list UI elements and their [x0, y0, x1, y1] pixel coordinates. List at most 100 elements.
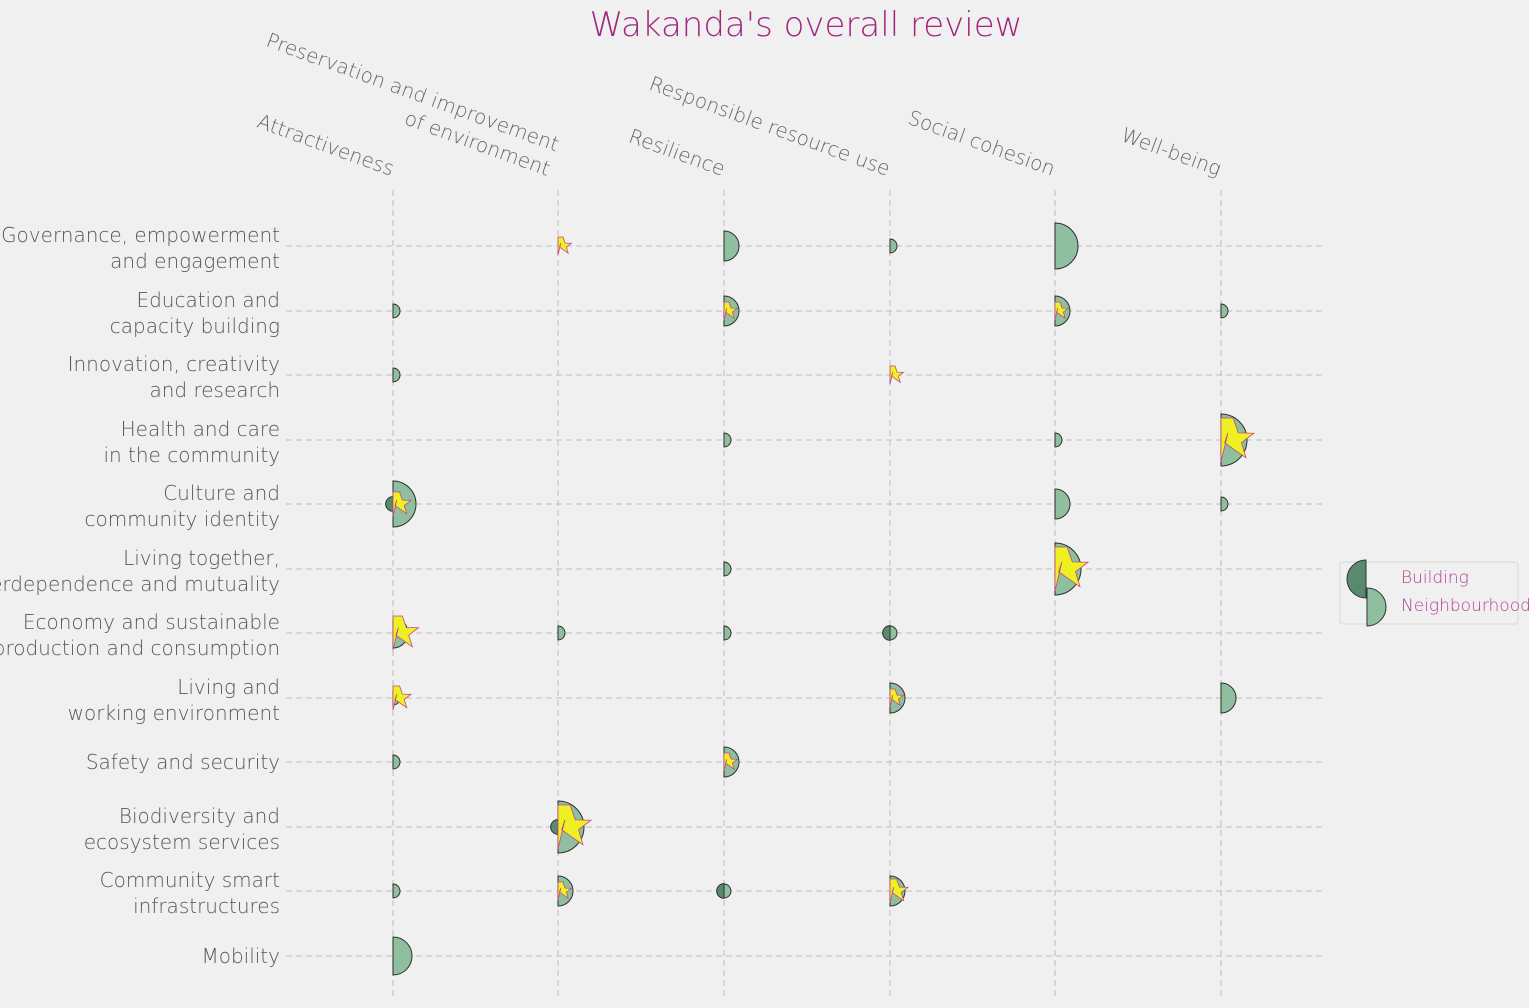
star-marker [392, 615, 420, 651]
column-label-line: Well-being [1118, 122, 1224, 180]
legend-neighbourhood-marker [1366, 587, 1387, 627]
data-markers [385, 222, 1256, 976]
data-point [723, 746, 740, 778]
star-marker [889, 878, 910, 904]
row-label-10: Community smart [100, 868, 280, 892]
data-point [723, 432, 732, 448]
column-label-line: Social cohesion [905, 105, 1059, 180]
data-point [889, 365, 905, 385]
data-point [1054, 222, 1079, 270]
data-point [723, 625, 732, 641]
star-marker [723, 752, 739, 772]
column-label-line: Attractiveness [254, 109, 397, 181]
data-point [716, 883, 732, 899]
row-label-9: Biodiversity and [119, 804, 280, 828]
data-point [1220, 303, 1229, 319]
star-marker [557, 881, 573, 901]
neighbourhood-half-marker [889, 238, 898, 254]
row-label-5: interdependence and mutuality [0, 572, 280, 596]
data-point [557, 875, 574, 907]
neighbourhood-half-marker [557, 625, 566, 641]
data-point [723, 295, 740, 327]
star-marker [392, 685, 413, 711]
neighbourhood-half-marker [392, 367, 401, 383]
data-point [385, 480, 417, 528]
legend-neighbourhood-label: Neighbourhood [1401, 596, 1529, 616]
row-label-2: and research [149, 378, 280, 402]
column-label-5: Well-being [1118, 122, 1224, 180]
data-point [1054, 295, 1071, 327]
legend: Building Neighbourhood [1339, 559, 1529, 627]
neighbourhood-half-marker [1054, 432, 1063, 448]
star-marker [1220, 417, 1256, 463]
row-label-6: production and consumption [0, 636, 280, 660]
row-label-3: in the community [103, 443, 280, 467]
row-label-10: infrastructures [133, 894, 280, 918]
star-marker [889, 365, 905, 385]
neighbourhood-half-marker [1220, 496, 1229, 512]
star-marker [557, 236, 573, 256]
legend-building-marker [1346, 559, 1367, 599]
column-label-1: Preservation and improvementof environme… [254, 28, 562, 181]
data-point [392, 936, 413, 976]
neighbourhood-half-marker [1220, 682, 1237, 714]
row-label-1: Education and [136, 288, 280, 312]
row-label-0: Governance, empowerment [1, 223, 280, 247]
data-point [392, 615, 420, 651]
neighbourhood-half-marker [723, 432, 732, 448]
neighbourhood-half-marker [723, 561, 732, 577]
column-label-2: Resilience [626, 124, 729, 181]
data-point [392, 303, 401, 319]
data-point [889, 875, 910, 907]
data-point [723, 230, 740, 262]
star-marker [557, 804, 593, 850]
data-point [1054, 542, 1090, 596]
building-half-marker [882, 625, 891, 641]
data-point [557, 625, 566, 641]
star-marker [1054, 301, 1070, 321]
data-point [392, 883, 401, 899]
star-marker [392, 491, 413, 517]
neighbourhood-half-marker [1220, 303, 1229, 319]
data-point [392, 685, 413, 711]
data-point [889, 682, 906, 714]
row-label-9: ecosystem services [84, 830, 280, 854]
data-point [1220, 413, 1256, 467]
row-label-6: Economy and sustainable [23, 610, 280, 634]
row-label-3: Health and care [121, 417, 280, 441]
star-marker [723, 301, 739, 321]
neighbourhood-half-marker [1054, 488, 1071, 520]
row-label-0: and engagement [110, 249, 280, 273]
data-point [1220, 496, 1229, 512]
neighbourhood-half-marker [723, 625, 732, 641]
row-label-7: Living and [177, 675, 280, 699]
row-label-4: community identity [85, 507, 280, 531]
row-label-5: Living together, [123, 546, 280, 570]
neighbourhood-half-marker [392, 754, 401, 770]
star-marker [889, 688, 905, 708]
data-point [723, 561, 732, 577]
data-point [392, 367, 401, 383]
neighbourhood-half-marker [392, 883, 401, 899]
row-label-8: Safety and security [86, 750, 280, 774]
row-label-1: capacity building [110, 314, 280, 338]
row-label-4: Culture and [163, 481, 280, 505]
star-marker [1054, 546, 1090, 592]
neighbourhood-half-marker [723, 883, 732, 899]
building-half-marker [550, 819, 559, 835]
neighbourhood-half-marker [392, 303, 401, 319]
row-label-7: working environment [68, 701, 280, 725]
data-point [882, 625, 898, 641]
neighbourhood-half-marker [723, 230, 740, 262]
column-label-line: Resilience [626, 124, 729, 181]
data-point [1054, 488, 1071, 520]
data-point [557, 236, 573, 256]
column-label-0: Attractiveness [254, 109, 397, 181]
data-point [550, 800, 593, 854]
data-point [889, 238, 898, 254]
chart-title: Wakanda's overall review [590, 5, 1023, 45]
data-point [392, 754, 401, 770]
row-label-2: Innovation, creativity [68, 352, 280, 376]
